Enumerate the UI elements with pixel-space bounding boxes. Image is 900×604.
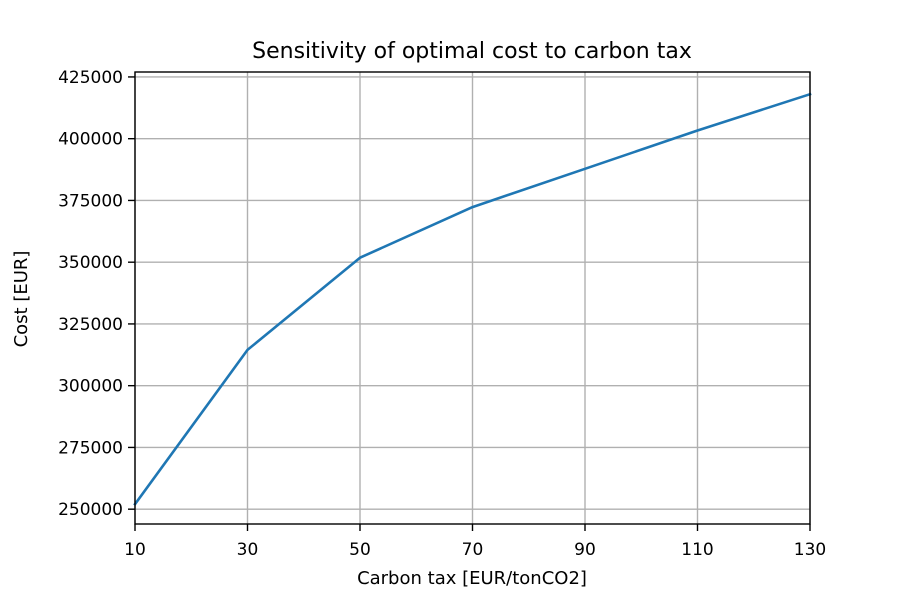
- x-tick-label: 30: [237, 540, 259, 560]
- series-line-1: [133, 92, 812, 507]
- x-tick-label: 110: [681, 540, 713, 560]
- y-tick-label: 325000: [58, 315, 123, 335]
- y-axis-ticks: 250000 275000 300000 325000 350000 375000 4000…: [58, 68, 135, 520]
- x-tick-label: 50: [349, 540, 371, 560]
- y-tick-label: 350000: [58, 253, 123, 273]
- x-tick-label: 90: [574, 540, 596, 560]
- series-layer: [133, 92, 812, 507]
- grid: [134, 72, 811, 524]
- y-axis-label: Cost [EUR]: [11, 251, 32, 348]
- y-tick-label: 250000: [58, 500, 123, 520]
- x-tick-label: 10: [124, 540, 146, 560]
- x-tick-label: 130: [794, 540, 826, 560]
- y-tick-label: 275000: [58, 438, 123, 458]
- x-axis-ticks: 10 30 50 70 90 110 130: [124, 524, 826, 560]
- x-tick-label: 70: [462, 540, 484, 560]
- chart-title: Sensitivity of optimal cost to carbon ta…: [252, 39, 692, 64]
- y-tick-label: 425000: [58, 68, 123, 88]
- y-tick-label: 375000: [58, 191, 123, 211]
- x-axis-label: Carbon tax [EUR/tonCO2]: [357, 568, 587, 589]
- y-tick-label: 400000: [58, 130, 123, 150]
- y-tick-label: 300000: [58, 377, 123, 397]
